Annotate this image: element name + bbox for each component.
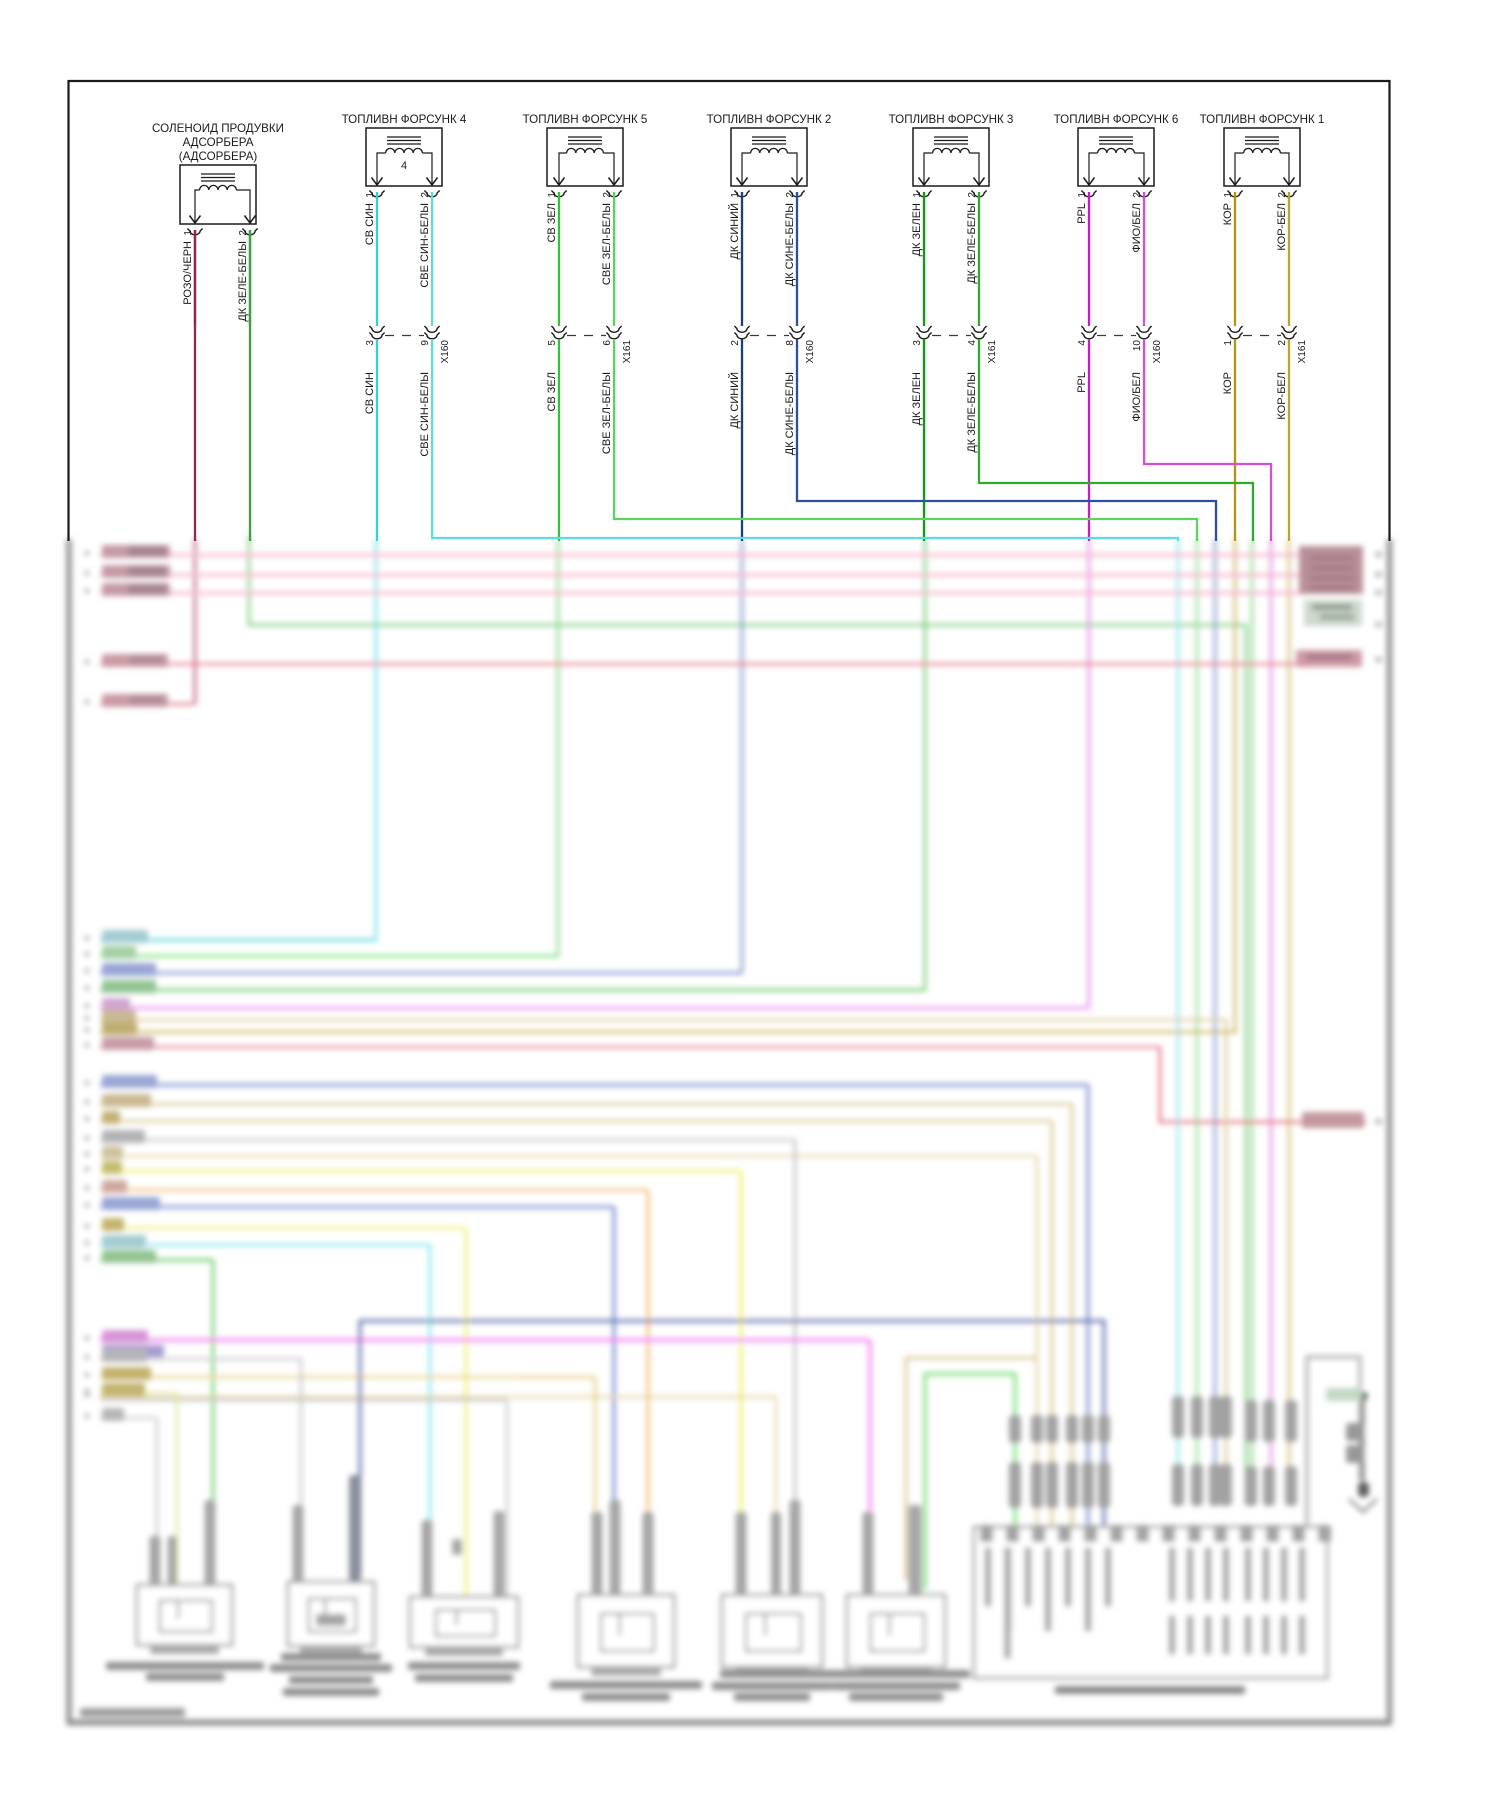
svg-text:СВЕ СИН-БЕЛЫ: СВЕ СИН-БЕЛЫ <box>419 203 431 288</box>
svg-text:2: 2 <box>602 192 613 198</box>
svg-text:КОР-БЕЛ: КОР-БЕЛ <box>1276 372 1288 420</box>
svg-text:СВЕ СИН-БЕЛЫ: СВЕ СИН-БЕЛЫ <box>419 372 431 457</box>
svg-text:ДК СИНИЙ: ДК СИНИЙ <box>728 203 741 260</box>
svg-text:СВ СИН: СВ СИН <box>364 203 376 245</box>
svg-text:2: 2 <box>420 192 431 198</box>
svg-text:1: 1 <box>1077 192 1088 198</box>
svg-text:ТОПЛИВН ФОРСУНК 6: ТОПЛИВН ФОРСУНК 6 <box>1054 113 1179 126</box>
svg-text:2: 2 <box>967 192 978 198</box>
svg-text:2: 2 <box>1277 340 1288 346</box>
svg-text:ДК ЗЕЛЕ-БЕЛЫ: ДК ЗЕЛЕ-БЕЛЫ <box>966 203 978 284</box>
svg-text:3: 3 <box>365 340 376 346</box>
svg-text:1: 1 <box>912 192 923 198</box>
svg-text:ДК ЗЕЛЕН: ДК ЗЕЛЕН <box>911 372 923 425</box>
svg-text:КОР: КОР <box>1222 203 1234 225</box>
svg-text:1: 1 <box>365 192 376 198</box>
svg-text:X161: X161 <box>622 340 633 364</box>
svg-text:ТОПЛИВН ФОРСУНК 5: ТОПЛИВН ФОРСУНК 5 <box>523 113 648 126</box>
svg-text:ФИО/БЕЛ: ФИО/БЕЛ <box>1131 372 1143 422</box>
svg-text:1: 1 <box>1223 192 1234 198</box>
svg-text:СВ ЗЕЛ: СВ ЗЕЛ <box>546 203 558 243</box>
svg-text:ДК ЗЕЛЕ-БЕЛЫ: ДК ЗЕЛЕ-БЕЛЫ <box>237 241 249 322</box>
svg-text:ФИО/БЕЛ: ФИО/БЕЛ <box>1131 203 1143 253</box>
svg-text:3: 3 <box>912 340 923 346</box>
svg-text:2: 2 <box>238 230 249 236</box>
svg-text:СВ ЗЕЛ: СВ ЗЕЛ <box>546 372 558 412</box>
svg-text:ДК ЗЕЛЕ-БЕЛЫ: ДК ЗЕЛЕ-БЕЛЫ <box>966 372 978 453</box>
svg-text:X160: X160 <box>1152 340 1163 364</box>
svg-text:X160: X160 <box>805 340 816 364</box>
svg-text:ТОПЛИВН ФОРСУНК 1: ТОПЛИВН ФОРСУНК 1 <box>1200 113 1325 126</box>
svg-text:X160: X160 <box>440 340 451 364</box>
svg-text:4: 4 <box>401 160 407 172</box>
svg-text:ТОПЛИВН ФОРСУНК 3: ТОПЛИВН ФОРСУНК 3 <box>889 113 1014 126</box>
svg-text:1: 1 <box>547 192 558 198</box>
svg-text:1: 1 <box>1223 340 1234 346</box>
svg-text:ДК СИНИЙ: ДК СИНИЙ <box>728 372 741 429</box>
svg-text:1: 1 <box>730 192 741 198</box>
svg-text:2: 2 <box>1132 192 1143 198</box>
svg-text:СОЛЕНОИД ПРОДУВКИ: СОЛЕНОИД ПРОДУВКИ <box>152 122 284 135</box>
svg-text:СВ СИН: СВ СИН <box>364 372 376 414</box>
svg-text:2: 2 <box>730 340 741 346</box>
svg-text:4: 4 <box>967 340 978 346</box>
svg-text:2: 2 <box>785 192 796 198</box>
svg-text:2: 2 <box>1277 192 1288 198</box>
svg-text:КОР: КОР <box>1222 372 1234 394</box>
svg-text:X161: X161 <box>987 340 998 364</box>
svg-text:КОР-БЕЛ: КОР-БЕЛ <box>1276 203 1288 251</box>
svg-text:СВЕ ЗЕЛ-БЕЛЫ: СВЕ ЗЕЛ-БЕЛЫ <box>601 203 613 285</box>
svg-text:X161: X161 <box>1297 340 1308 364</box>
svg-text:РОЗО/ЧЕРН: РОЗО/ЧЕРН <box>182 241 194 305</box>
svg-text:8: 8 <box>785 340 796 346</box>
svg-text:СВЕ ЗЕЛ-БЕЛЫ: СВЕ ЗЕЛ-БЕЛЫ <box>601 372 613 454</box>
svg-text:PPL: PPL <box>1076 203 1088 224</box>
svg-text:ДК СИНЕ-БЕЛЫ: ДК СИНЕ-БЕЛЫ <box>784 372 796 455</box>
svg-text:(АДСОРБЕРА): (АДСОРБЕРА) <box>179 150 258 163</box>
svg-text:PPL: PPL <box>1076 372 1088 393</box>
svg-text:ДК СИНЕ-БЕЛЫ: ДК СИНЕ-БЕЛЫ <box>784 203 796 286</box>
svg-text:АДСОРБЕРА: АДСОРБЕРА <box>183 136 254 149</box>
svg-text:9: 9 <box>420 340 431 346</box>
svg-text:5: 5 <box>547 340 558 346</box>
svg-text:10: 10 <box>1132 340 1143 352</box>
svg-text:4: 4 <box>1077 340 1088 346</box>
svg-text:ДК ЗЕЛЕН: ДК ЗЕЛЕН <box>911 203 923 256</box>
svg-text:ТОПЛИВН ФОРСУНК 4: ТОПЛИВН ФОРСУНК 4 <box>342 113 467 126</box>
svg-text:ТОПЛИВН ФОРСУНК 2: ТОПЛИВН ФОРСУНК 2 <box>707 113 832 126</box>
svg-text:1: 1 <box>183 230 194 236</box>
svg-text:6: 6 <box>602 340 613 346</box>
